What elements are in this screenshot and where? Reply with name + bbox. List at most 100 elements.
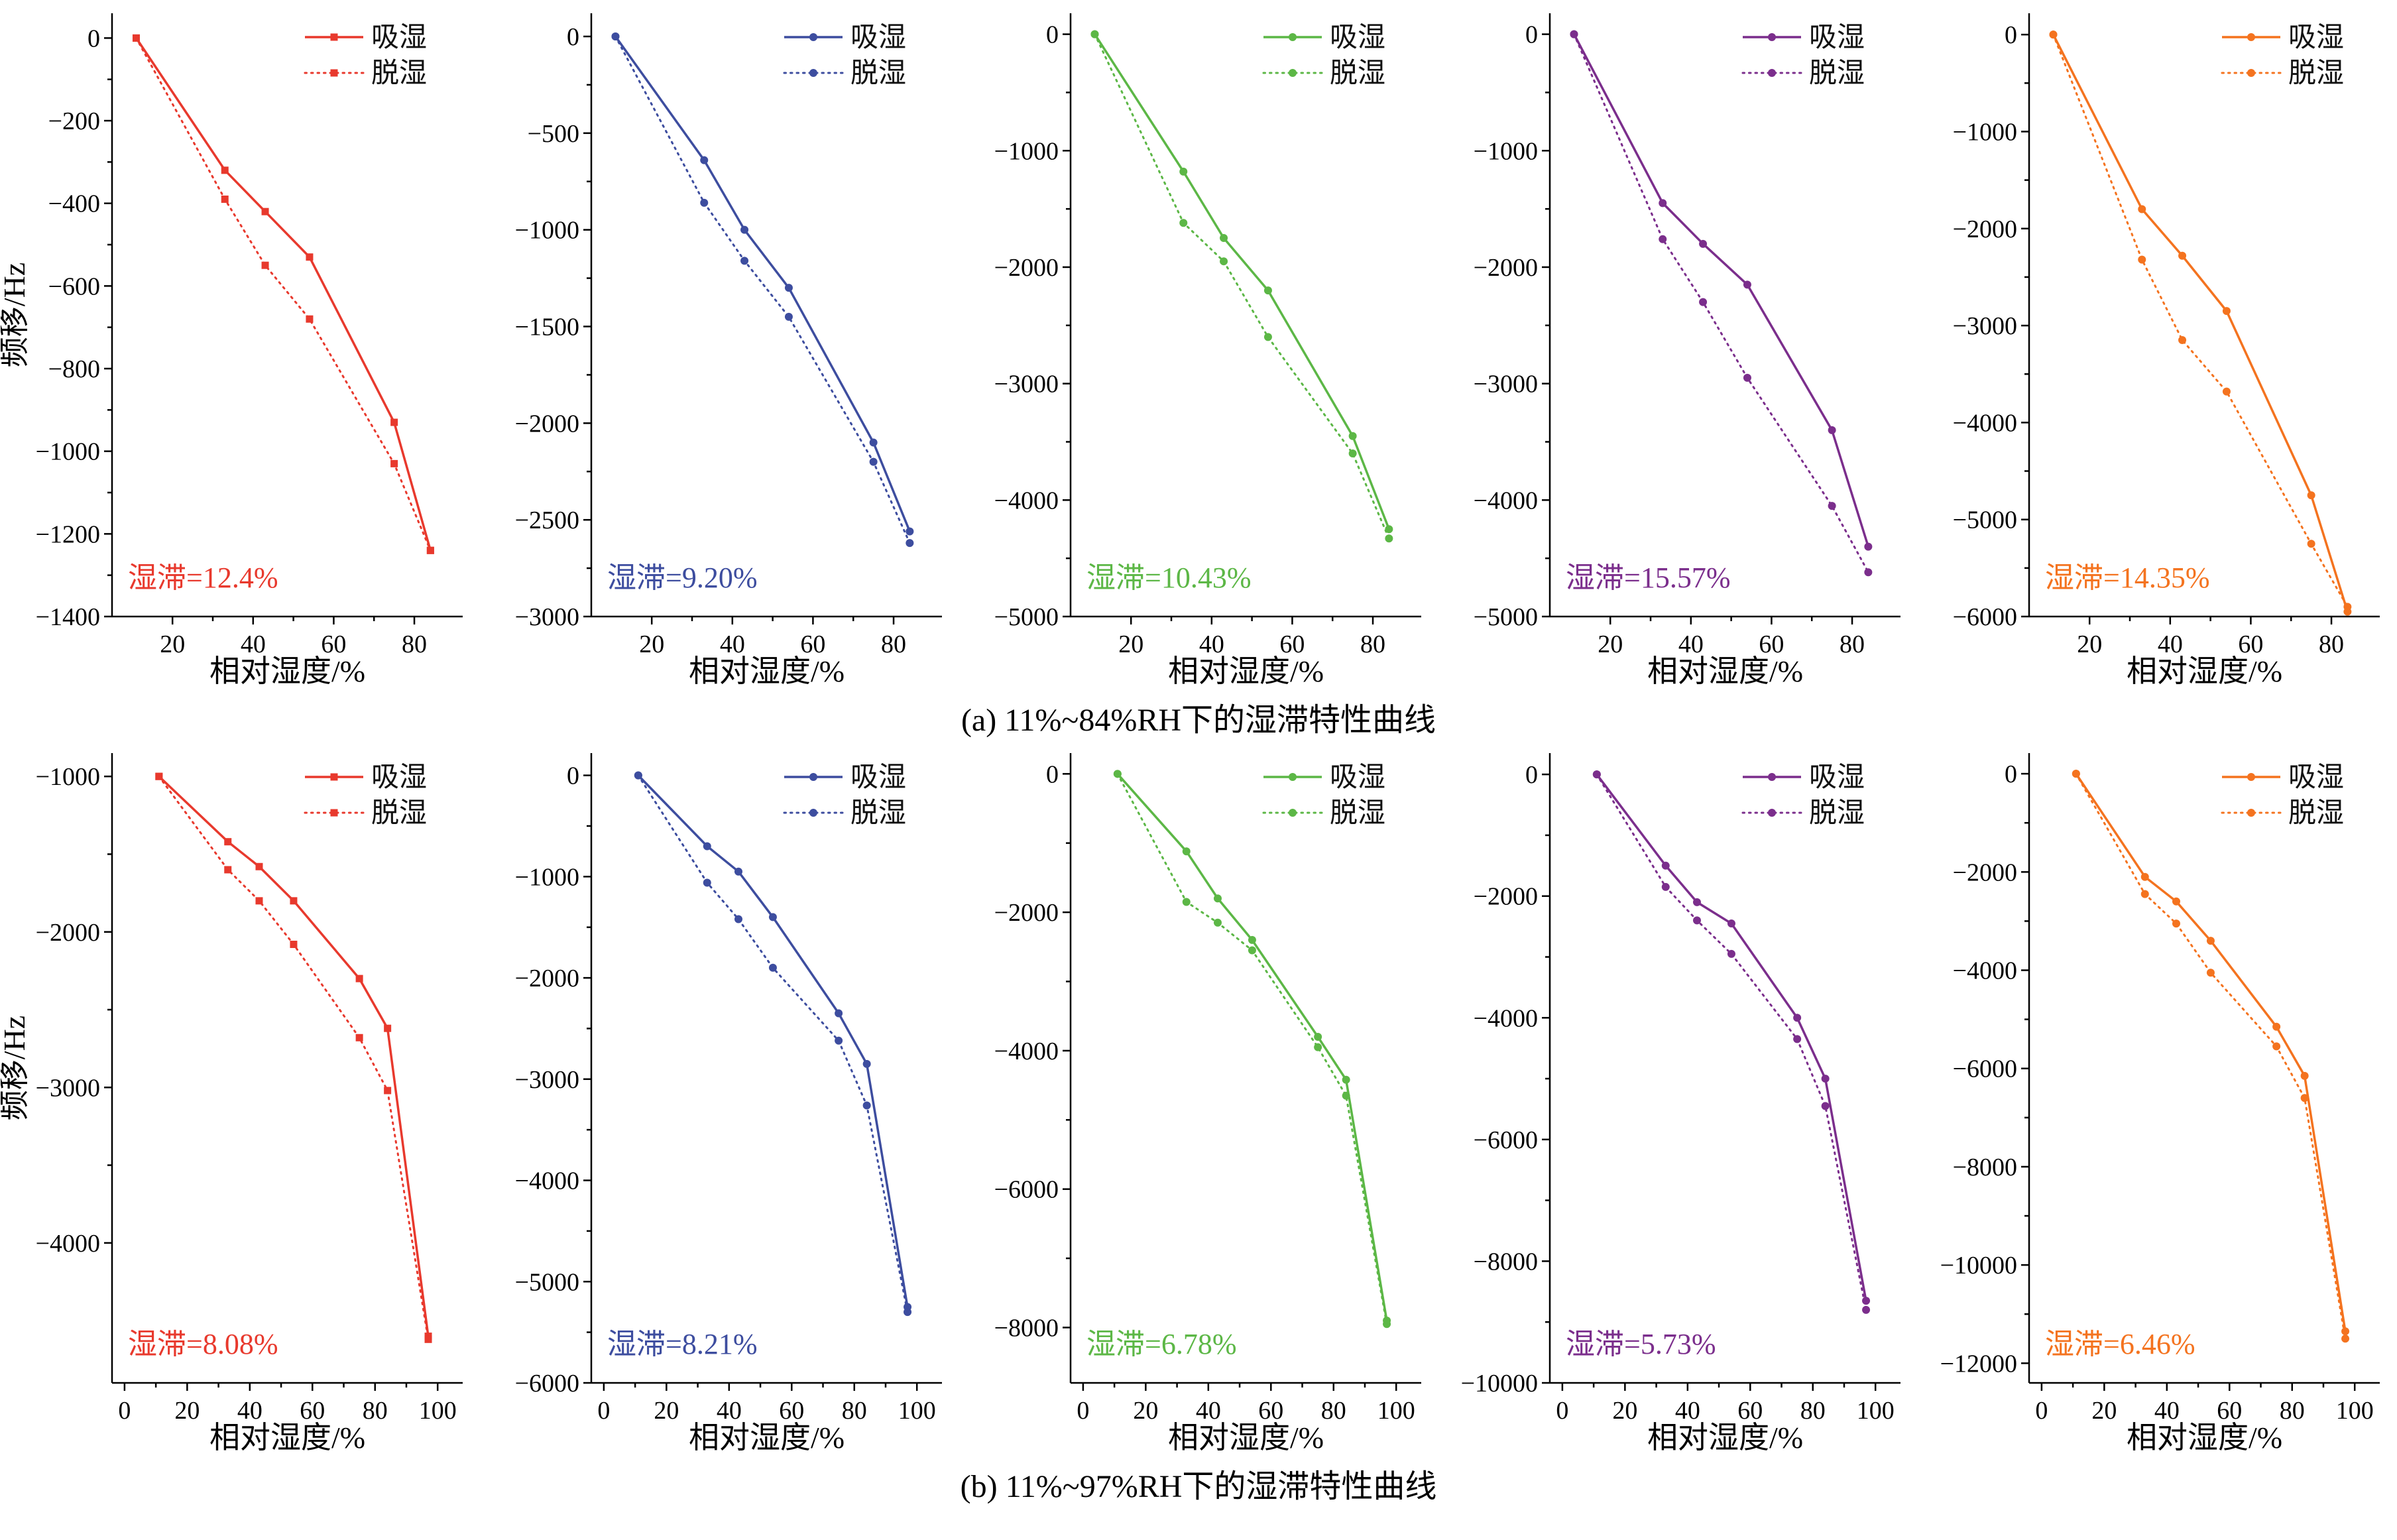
y-tick-label: −4000 xyxy=(35,1230,99,1258)
data-marker xyxy=(255,862,263,870)
x-tick-label: 20 xyxy=(2091,1397,2117,1425)
data-marker xyxy=(1658,199,1666,207)
data-marker xyxy=(903,1308,911,1317)
data-marker xyxy=(734,915,742,923)
y-tick-label: −200 xyxy=(48,107,99,135)
x-tick-label: 0 xyxy=(597,1397,610,1425)
y-tick-label: −1000 xyxy=(1473,137,1537,165)
y-tick-label: −4000 xyxy=(514,1167,579,1195)
data-marker xyxy=(1263,333,1272,341)
x-axis-label: 相对湿度/% xyxy=(1647,1421,1802,1454)
caption-a: (a) 11%~84%RH下的湿滞特性曲线 xyxy=(961,703,1436,738)
data-marker xyxy=(768,913,777,921)
desorption-line xyxy=(1572,33,1869,573)
absorption-line xyxy=(2074,773,2347,1332)
hysteresis-annotation: 湿滞=8.08% xyxy=(128,1328,278,1360)
legend-label: 脱湿 xyxy=(850,58,906,89)
data-marker xyxy=(2300,1094,2309,1102)
desorption-line xyxy=(2074,772,2346,1340)
x-tick-label: 100 xyxy=(1377,1397,1415,1425)
data-marker xyxy=(261,261,269,269)
x-tick-label: 60 xyxy=(1258,1397,1283,1425)
legend-marker xyxy=(809,33,817,41)
data-marker xyxy=(2222,387,2231,396)
y-tick-label: −3000 xyxy=(1473,371,1537,398)
legend-label: 吸湿 xyxy=(2288,23,2344,53)
data-marker xyxy=(1313,1043,1322,1051)
desorption-line xyxy=(157,775,429,1340)
data-marker xyxy=(768,963,777,972)
legend-marker xyxy=(2247,69,2255,77)
y-tick-label: −1400 xyxy=(35,603,99,631)
y-tick-label: −5000 xyxy=(1952,506,2017,534)
x-axis-label: 相对湿度/% xyxy=(209,1421,365,1454)
x-tick-label: 80 xyxy=(841,1397,866,1425)
x-tick-label: 0 xyxy=(1077,1397,1089,1425)
y-tick-label: −2000 xyxy=(35,919,99,947)
data-marker xyxy=(355,1034,363,1041)
y-tick-label: −1500 xyxy=(514,314,579,341)
data-marker xyxy=(2272,1042,2280,1051)
data-marker xyxy=(634,771,642,780)
x-tick-label: 40 xyxy=(716,1397,741,1425)
y-tick-label: 0 xyxy=(2005,21,2017,49)
y-tick-label: −3000 xyxy=(514,1066,579,1094)
data-marker xyxy=(2137,205,2146,213)
x-tick-label: 20 xyxy=(1118,630,1143,658)
y-tick-label: −4000 xyxy=(1473,487,1537,514)
desorption-line xyxy=(135,36,432,552)
x-tick-label: 80 xyxy=(1360,630,1385,658)
y-tick-label: −2000 xyxy=(994,899,1058,927)
data-marker xyxy=(1179,167,1187,176)
y-tick-label: −1000 xyxy=(994,137,1058,165)
x-axis-label: 相对湿度/% xyxy=(1167,654,1323,688)
data-marker xyxy=(862,1059,871,1068)
legend-label: 吸湿 xyxy=(1330,762,1385,793)
data-marker xyxy=(1828,502,1836,510)
x-tick-label: 100 xyxy=(1856,1397,1894,1425)
x-tick-label: 60 xyxy=(1279,630,1305,658)
data-marker xyxy=(1384,534,1393,543)
legend-label: 脱湿 xyxy=(2288,58,2344,89)
data-marker xyxy=(1692,898,1701,906)
data-marker xyxy=(223,866,231,874)
x-tick-label: 60 xyxy=(800,630,825,658)
data-marker xyxy=(740,257,748,265)
legend-marker xyxy=(330,773,337,781)
data-marker xyxy=(355,975,363,982)
legend-label: 吸湿 xyxy=(1809,23,1865,53)
absorption-line xyxy=(1093,33,1390,530)
y-tick-label: −10000 xyxy=(1940,1252,2017,1279)
data-marker xyxy=(2222,307,2231,316)
y-tick-label: −1000 xyxy=(1952,118,2017,146)
data-marker xyxy=(424,1335,432,1343)
x-axis-label: 相对湿度/% xyxy=(688,654,844,688)
chart-a-blue: 0 −500 −1000 −1500 −2000 −2500 −3000 20 40 60 80 相对… xyxy=(514,13,942,688)
y-tick-label: 0 xyxy=(2005,760,2017,788)
x-tick-label: 20 xyxy=(174,1397,200,1425)
y-tick-label: −3000 xyxy=(1952,312,2017,340)
x-axis-label: 相对湿度/% xyxy=(209,654,365,688)
x-tick-label: 80 xyxy=(1840,630,1865,658)
x-tick-label: 40 xyxy=(240,630,265,658)
data-marker xyxy=(703,878,711,887)
legend-marker xyxy=(1288,33,1297,41)
data-marker xyxy=(2048,30,2057,39)
data-marker xyxy=(1727,919,1735,928)
y-tick-label: −2000 xyxy=(1952,859,2017,886)
data-marker xyxy=(1792,1035,1801,1043)
data-marker xyxy=(699,198,708,207)
hysteresis-annotation: 湿滞=5.73% xyxy=(1566,1328,1716,1360)
data-marker xyxy=(2140,890,2149,898)
x-tick-label: 20 xyxy=(1598,630,1623,658)
data-marker xyxy=(305,253,313,261)
x-tick-label: 60 xyxy=(1759,630,1784,658)
x-tick-label: 20 xyxy=(654,1397,679,1425)
y-tick-label: −6000 xyxy=(1473,1126,1537,1154)
x-tick-label: 80 xyxy=(1800,1397,1825,1425)
x-tick-label: 40 xyxy=(1678,630,1703,658)
chart-a-purple: 0 −1000 −2000 −3000 −4000 −5000 20 40 60 80 相对湿度/%… xyxy=(1473,13,1900,688)
x-axis-label: 相对湿度/% xyxy=(688,1421,844,1454)
y-tick-label: −2000 xyxy=(514,410,579,438)
data-marker xyxy=(1861,1305,1870,1314)
